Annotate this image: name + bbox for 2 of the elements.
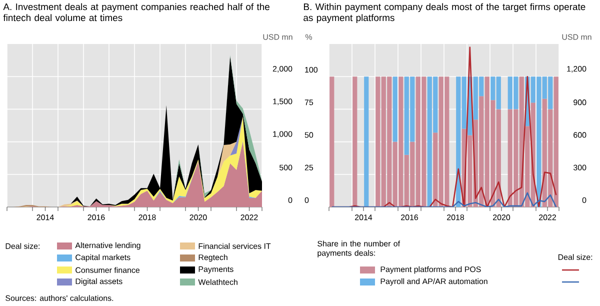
chart-title: A. Investment deals at payment companies reached half of the fintech deal volume at times — [3, 3, 270, 22]
chart-title: B. Within payment company deals most of the target firms operate as payment platforms — [304, 3, 586, 23]
